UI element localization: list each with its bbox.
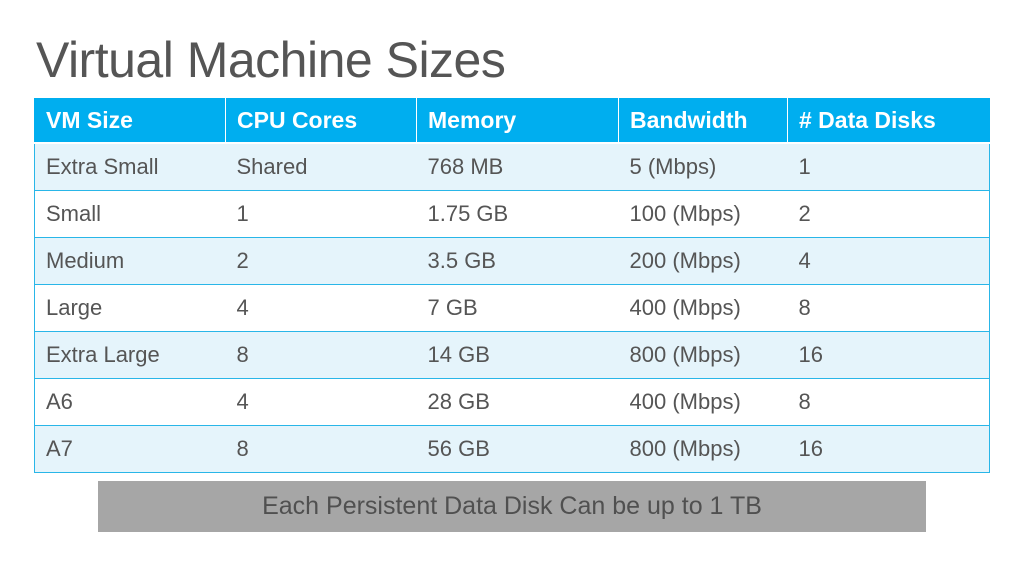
cell-bandwidth: 200 (Mbps) [618, 237, 788, 285]
cell-memory: 3.5 GB [416, 237, 619, 285]
cell-bandwidth: 5 (Mbps) [618, 143, 788, 191]
column-header-cpu-cores: CPU Cores [225, 98, 417, 144]
cell-memory: 768 MB [416, 143, 619, 191]
page-title: Virtual Machine Sizes [36, 32, 506, 88]
cell-data-disks: 2 [787, 190, 990, 238]
cell-cpu-cores: 4 [225, 378, 417, 426]
cell-data-disks: 8 [787, 284, 990, 332]
table-row: Large 4 7 GB 400 (Mbps) 8 [34, 284, 990, 332]
cell-memory: 56 GB [416, 425, 619, 473]
cell-bandwidth: 800 (Mbps) [618, 331, 788, 379]
cell-data-disks: 1 [787, 143, 990, 191]
table-row: Extra Small Shared 768 MB 5 (Mbps) 1 [34, 143, 990, 191]
cell-vm-size: Extra Small [34, 143, 226, 191]
cell-vm-size: Large [34, 284, 226, 332]
cell-cpu-cores: 8 [225, 331, 417, 379]
vm-sizes-table: VM Size CPU Cores Memory Bandwidth # Dat… [34, 98, 990, 473]
cell-bandwidth: 100 (Mbps) [618, 190, 788, 238]
cell-memory: 7 GB [416, 284, 619, 332]
cell-memory: 28 GB [416, 378, 619, 426]
cell-memory: 1.75 GB [416, 190, 619, 238]
cell-cpu-cores: 2 [225, 237, 417, 285]
cell-data-disks: 8 [787, 378, 990, 426]
table-header-row: VM Size CPU Cores Memory Bandwidth # Dat… [34, 98, 990, 144]
table-row: Medium 2 3.5 GB 200 (Mbps) 4 [34, 237, 990, 285]
cell-cpu-cores: 4 [225, 284, 417, 332]
disk-size-note-banner: Each Persistent Data Disk Can be up to 1… [98, 481, 926, 532]
column-header-memory: Memory [416, 98, 619, 144]
cell-cpu-cores: 1 [225, 190, 417, 238]
cell-vm-size: A6 [34, 378, 226, 426]
column-header-vm-size: VM Size [34, 98, 226, 144]
table-row: Extra Large 8 14 GB 800 (Mbps) 16 [34, 331, 990, 379]
table-row: Small 1 1.75 GB 100 (Mbps) 2 [34, 190, 990, 238]
column-header-bandwidth: Bandwidth [618, 98, 788, 144]
cell-memory: 14 GB [416, 331, 619, 379]
column-header-data-disks: # Data Disks [787, 98, 990, 144]
cell-vm-size: Medium [34, 237, 226, 285]
cell-cpu-cores: Shared [225, 143, 417, 191]
cell-bandwidth: 400 (Mbps) [618, 378, 788, 426]
cell-bandwidth: 400 (Mbps) [618, 284, 788, 332]
cell-data-disks: 4 [787, 237, 990, 285]
cell-vm-size: Small [34, 190, 226, 238]
table-row: A6 4 28 GB 400 (Mbps) 8 [34, 378, 990, 426]
cell-data-disks: 16 [787, 331, 990, 379]
cell-bandwidth: 800 (Mbps) [618, 425, 788, 473]
cell-cpu-cores: 8 [225, 425, 417, 473]
table-row: A7 8 56 GB 800 (Mbps) 16 [34, 425, 990, 473]
cell-vm-size: A7 [34, 425, 226, 473]
cell-vm-size: Extra Large [34, 331, 226, 379]
cell-data-disks: 16 [787, 425, 990, 473]
